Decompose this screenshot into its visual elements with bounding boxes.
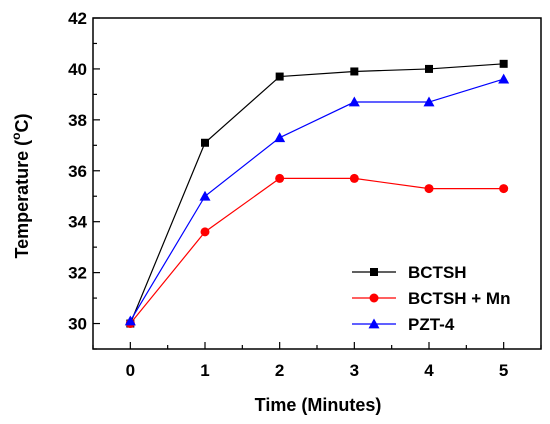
legend-marker: [370, 268, 378, 276]
data-point: [200, 227, 210, 237]
y-tick-label: 40: [68, 60, 87, 79]
data-point: [201, 138, 209, 147]
x-axis-ticks: 0 1 2 3 4 5: [92, 342, 542, 380]
y-axis-title-superscript: o: [9, 132, 23, 139]
x-tick-label: 3: [350, 361, 359, 380]
series-2: [124, 73, 510, 326]
data-point: [499, 59, 508, 68]
data-point: [349, 173, 359, 183]
series-layer: [124, 59, 510, 329]
series-line: [129, 177, 504, 324]
legend-marker: [369, 293, 379, 303]
x-tick-label: 5: [499, 361, 508, 380]
data-point: [348, 96, 360, 107]
legend-entry: BCTSH: [352, 263, 467, 282]
x-axis-title: Time (Minutes): [255, 395, 382, 415]
data-point: [275, 72, 284, 81]
y-tick-label: 34: [68, 213, 87, 232]
legend-marker: [368, 318, 380, 329]
data-point: [275, 173, 285, 183]
data-point: [499, 184, 509, 194]
x-tick-label: 4: [424, 361, 434, 380]
legend-label: BCTSH: [408, 263, 467, 282]
y-axis-title-main: Temperature (: [12, 140, 32, 259]
y-axis-title: Temperature (oC): [9, 113, 32, 258]
legend-label: PZT-4: [408, 315, 455, 334]
series-line: [129, 63, 504, 324]
data-point: [425, 64, 433, 73]
y-tick-label: 30: [68, 315, 87, 334]
data-point: [424, 184, 434, 194]
y-tick-label: 32: [68, 264, 87, 283]
x-tick-label: 0: [126, 361, 135, 380]
y-tick-label: 38: [68, 111, 87, 130]
series-0: [126, 59, 508, 328]
legend-entry: BCTSH + Mn: [352, 289, 510, 308]
data-point: [199, 190, 211, 201]
y-tick-label: 42: [68, 9, 87, 28]
data-point: [274, 132, 286, 143]
series-line: [129, 78, 504, 322]
x-tick-label: 2: [275, 361, 284, 380]
data-point: [350, 67, 359, 76]
legend-label: BCTSH + Mn: [408, 289, 510, 308]
y-axis-ticks: 30 32 34 36 38 40 42: [68, 9, 100, 350]
data-point: [498, 73, 510, 84]
legend: BCTSH BCTSH + Mn PZT-4: [352, 263, 510, 334]
x-tick-label: 1: [200, 361, 209, 380]
data-point: [124, 315, 136, 326]
data-point: [423, 96, 435, 107]
legend-entry: PZT-4: [352, 315, 455, 334]
y-axis-title-suffix: C): [12, 113, 32, 132]
y-tick-label: 36: [68, 162, 87, 181]
